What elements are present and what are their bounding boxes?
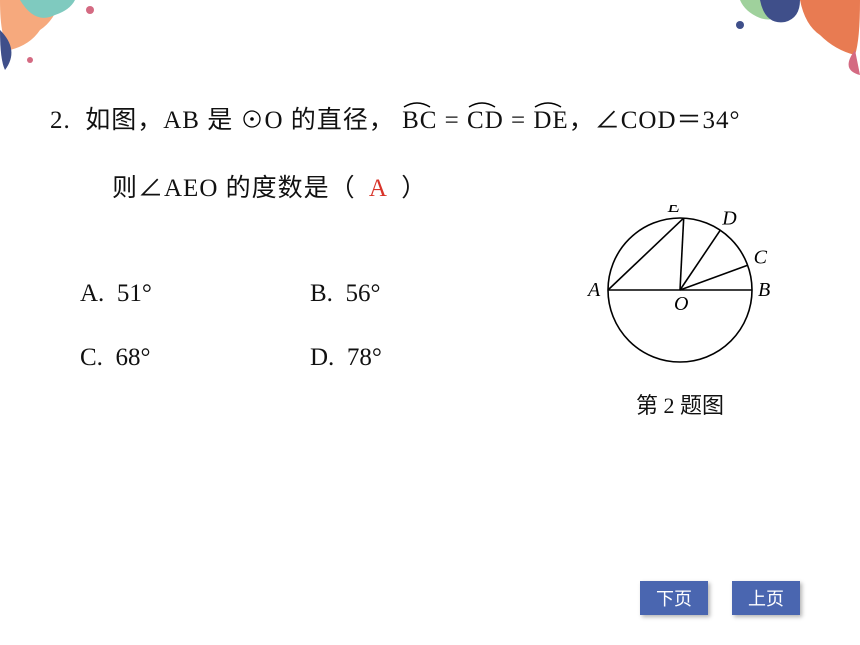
svg-text:E: E [667, 205, 680, 217]
question-block: 2. 如图，AB 是 O 的直径， BC = CD = DE ，∠COD＝34°… [50, 100, 810, 204]
choice-c: C. 68° [80, 344, 310, 372]
eq-1: = [445, 107, 467, 134]
svg-text:O: O [674, 293, 688, 315]
figure-wrap: A BCD E O 第 2 题图 [570, 205, 790, 420]
nav-buttons: 下页 上页 [640, 581, 800, 615]
figure-caption: 第 2 题图 [570, 388, 790, 420]
arc-bc: BC [402, 107, 437, 135]
question-line-1: 2. 如图，AB 是 O 的直径， BC = CD = DE ，∠COD＝34° [50, 100, 810, 136]
question-line-2: 则∠AEO 的度数是（ A ） [112, 168, 810, 204]
question-number: 2. [50, 107, 71, 134]
choice-d: D. 78° [310, 344, 540, 372]
svg-text:D: D [721, 207, 737, 229]
corner-decor-top-left [0, 0, 140, 80]
arc-de: DE [533, 107, 568, 135]
text-prefix: 如图，AB 是 [85, 107, 233, 134]
circle-o-symbol [242, 108, 262, 136]
corner-decor-top-right [700, 0, 860, 80]
circle-o-label: O [264, 107, 283, 134]
choice-a: A. 51° [80, 280, 310, 308]
eq-2: = [511, 107, 533, 134]
text-mid: 的直径， [291, 107, 395, 134]
arc-cd: CD [467, 107, 504, 135]
choices-area: A. 51° B. 56° C. 68° D. 78° [80, 280, 540, 408]
angle-given: ∠COD＝34° [595, 107, 741, 134]
svg-text:A: A [586, 279, 601, 301]
next-page-button[interactable]: 下页 [640, 581, 708, 615]
svg-text:C: C [754, 246, 768, 268]
prev-page-button[interactable]: 上页 [732, 581, 800, 615]
choice-b: B. 56° [310, 280, 540, 308]
circle-diagram: A BCD E O [580, 205, 780, 375]
answer-letter: A [363, 175, 394, 203]
svg-text:B: B [758, 279, 770, 301]
